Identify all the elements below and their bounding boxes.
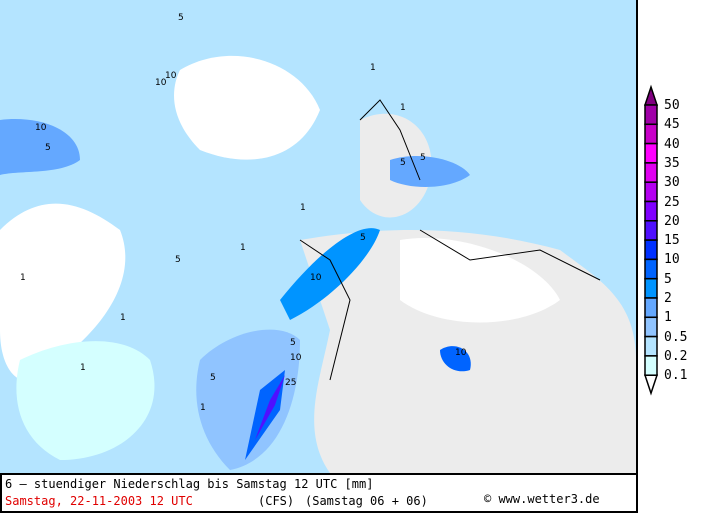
precipitation-map: 1 5 10 5 10 1 5 10 1 1 5 10 25 5 1 10 5 1 1 5 1 10 5 <box>0 0 638 475</box>
coastlines <box>299 99 601 381</box>
precip-band-sw <box>196 329 300 470</box>
copyright: © www.wetter3.de <box>484 492 600 506</box>
contour-label: 5 <box>175 255 181 265</box>
legend-label: 0.2 <box>664 348 688 364</box>
legend-swatch <box>644 335 658 357</box>
contour-label: 1 <box>20 273 26 283</box>
legend-swatch <box>644 200 658 222</box>
map-footer: 6 – stuendiger Niederschlag bis Samstag … <box>0 475 638 513</box>
contour-label: 1 <box>80 363 86 373</box>
contour-label: 10 <box>455 348 467 358</box>
contour-label: 1 <box>240 243 246 253</box>
legend-swatch <box>644 355 658 376</box>
legend-max-arrow <box>643 84 659 106</box>
land-dry-central <box>400 238 560 323</box>
legend-label: 0.5 <box>664 329 688 345</box>
legend-label: 10 <box>664 252 680 268</box>
legend-label: 5 <box>664 271 672 287</box>
precip-mediterranean <box>440 346 471 372</box>
legend-label: 45 <box>664 117 680 133</box>
legend-swatch <box>644 258 658 280</box>
legend-swatch <box>644 123 658 145</box>
contour-label: 5 <box>400 158 406 168</box>
legend-swatch <box>644 277 658 299</box>
precip-band-europe <box>280 228 380 320</box>
legend-swatch <box>644 316 658 338</box>
legend-swatch <box>644 162 658 183</box>
contour-label: 1 <box>400 103 406 113</box>
precip-greenland <box>0 119 80 175</box>
light-precip-sw <box>16 341 155 460</box>
contour-label: 1 <box>200 403 206 413</box>
legend-label: 50 <box>664 98 680 113</box>
contour-label: 1 <box>120 313 126 323</box>
contour-label: 5 <box>420 153 426 163</box>
contour-label: 10 <box>165 71 177 81</box>
legend-label: 35 <box>664 155 680 171</box>
legend-label: 30 <box>664 175 680 191</box>
contour-label: 5 <box>45 143 51 153</box>
dry-area-west <box>0 203 126 382</box>
contour-label: 5 <box>290 338 296 348</box>
contour-label: 10 <box>155 78 167 88</box>
contour-label: 5 <box>178 13 184 23</box>
contour-label: 25 <box>285 378 296 388</box>
legend-label: 1 <box>664 310 672 326</box>
legend-label: 15 <box>664 233 680 249</box>
model-name: (CFS) <box>258 494 295 508</box>
legend-colorbar <box>643 84 659 396</box>
dry-area-north <box>174 55 320 160</box>
contour-label: 1 <box>370 63 376 73</box>
legend-label: 25 <box>664 194 680 210</box>
valid-time: Samstag, 22-11-2003 12 UTC <box>5 494 193 508</box>
contour-label: 5 <box>360 233 366 243</box>
color-legend: 50 45 40 35 30 25 20 15 10 5 2 1 0.5 0.2 0.1 <box>640 80 704 400</box>
legend-min-arrow <box>643 374 659 396</box>
legend-label: 40 <box>664 136 680 152</box>
legend-swatch <box>644 181 658 203</box>
precip-baltic <box>390 155 470 187</box>
contour-label: 10 <box>290 353 302 363</box>
legend-label: 2 <box>664 291 672 306</box>
contour-label: 1 <box>300 203 306 213</box>
contour-label: 10 <box>310 273 322 283</box>
legend-swatch <box>644 297 658 319</box>
very-heavy-precip-sw <box>255 375 285 440</box>
legend-swatch <box>644 104 658 126</box>
legend-swatch <box>644 220 658 241</box>
legend-label: 20 <box>664 213 680 229</box>
contour-label: 5 <box>210 373 216 383</box>
legend-swatch <box>644 142 658 164</box>
contour-label: 10 <box>35 123 47 133</box>
legend-swatch <box>644 239 658 261</box>
model-run: (Samstag 06 + 06) <box>305 494 428 508</box>
map-title: 6 – stuendiger Niederschlag bis Samstag … <box>5 477 374 491</box>
legend-label: 0.1 <box>664 368 688 384</box>
